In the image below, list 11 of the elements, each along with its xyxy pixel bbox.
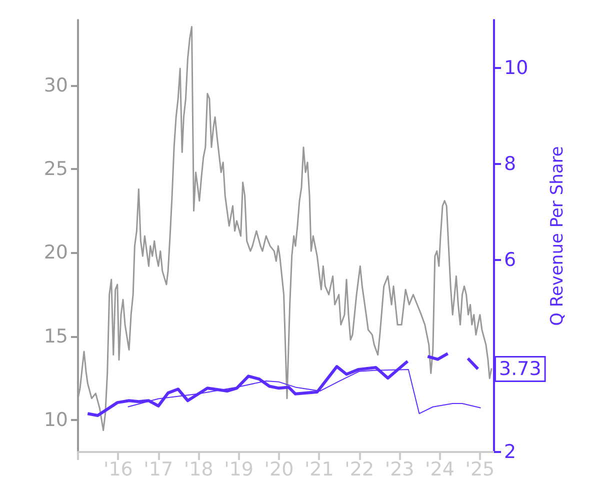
y2-tick-label: 8 [504, 153, 516, 175]
y2-axis-title: Q Revenue Per Share [548, 146, 568, 326]
y-tick-label: 15 [44, 325, 68, 348]
y-tick-label: 10 [44, 409, 68, 432]
y-tick-label: 25 [44, 158, 68, 180]
y2-tick-label: 10 [504, 57, 528, 79]
y-tick-label: 20 [44, 242, 68, 264]
y2-tick-label: 6 [504, 249, 516, 271]
y-tick-label: 30 [44, 74, 68, 96]
data-label: 3.73 [499, 358, 542, 380]
y2-tick-label: 2 [504, 441, 516, 463]
